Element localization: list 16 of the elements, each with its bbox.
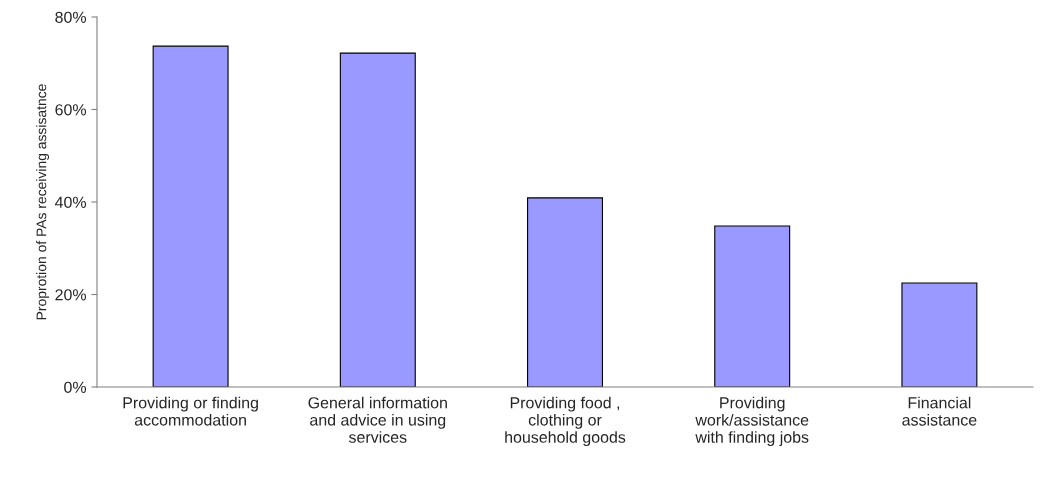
x-tick-label: Providing work/assistance with finding jobs	[695, 396, 809, 447]
bar	[527, 197, 603, 387]
bar	[339, 52, 416, 387]
y-axis-title: Proprotion of PAs receiving assisatnce	[36, 84, 50, 320]
x-tick-label: Providing food , clothing or household goods	[505, 396, 626, 447]
x-tick-label: Financial assistance	[902, 396, 977, 426]
y-tick-label: 0%	[64, 381, 87, 393]
bar	[714, 225, 791, 387]
bar	[901, 282, 978, 387]
y-tick-label: 40%	[54, 196, 87, 208]
x-tick-label: Providing or finding accommodation	[123, 396, 258, 426]
y-tick-label: 80%	[55, 11, 87, 23]
bar	[152, 45, 229, 387]
y-tick-label: 20%	[55, 289, 87, 301]
y-tick-label: 60%	[55, 104, 87, 116]
x-tick-label: General information and advice in using services	[308, 396, 447, 443]
